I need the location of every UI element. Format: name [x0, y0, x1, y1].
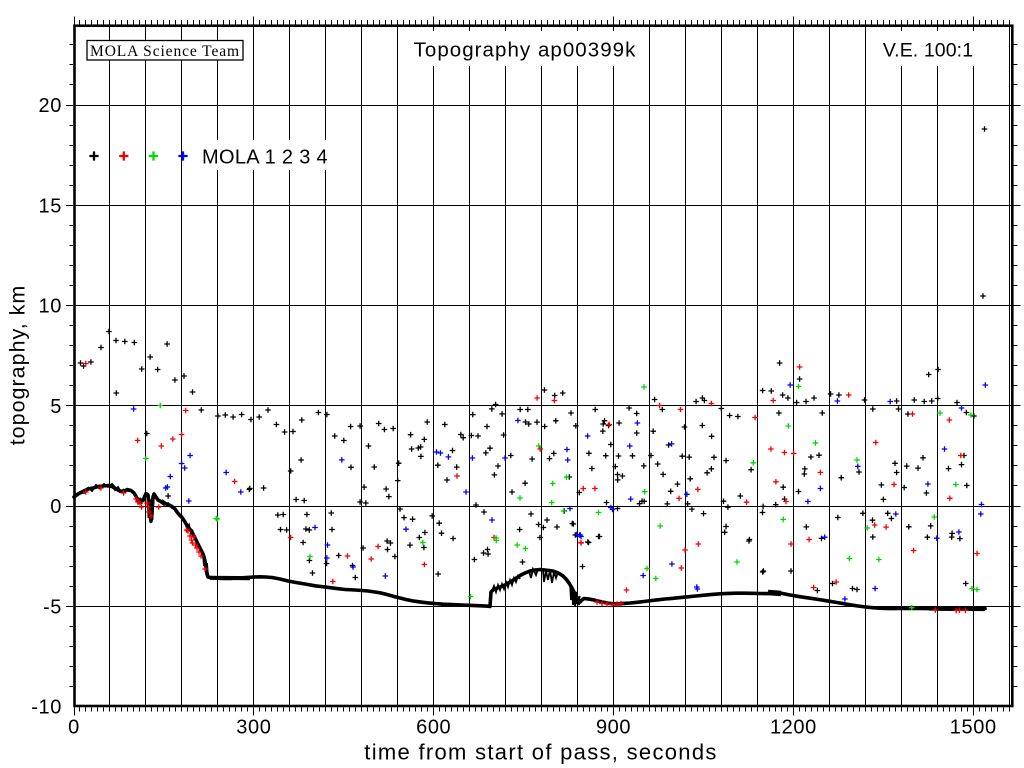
svg-text:-10: -10 [31, 697, 62, 719]
svg-text:5: 5 [50, 396, 62, 418]
svg-text:-5: -5 [43, 596, 62, 618]
svg-text:time from start of pass, secon: time from start of pass, seconds [364, 740, 717, 765]
svg-text:300: 300 [236, 717, 271, 739]
svg-text:600: 600 [416, 717, 451, 739]
svg-text:V.E. 100:1: V.E. 100:1 [883, 40, 973, 62]
svg-text:0: 0 [50, 496, 62, 518]
svg-text:15: 15 [39, 195, 62, 217]
svg-text:900: 900 [596, 717, 631, 739]
svg-text:1200: 1200 [770, 717, 817, 739]
svg-text:10: 10 [39, 296, 62, 318]
svg-text:topography, km: topography, km [6, 285, 30, 446]
svg-text:1500: 1500 [950, 717, 997, 739]
svg-text:20: 20 [39, 95, 62, 117]
svg-text:MOLA 1 2 3 4: MOLA 1 2 3 4 [202, 147, 328, 169]
svg-text:Topography ap00399k: Topography ap00399k [414, 39, 637, 62]
svg-text:0: 0 [68, 717, 80, 739]
svg-text:MOLA Science Team: MOLA Science Team [90, 43, 240, 60]
